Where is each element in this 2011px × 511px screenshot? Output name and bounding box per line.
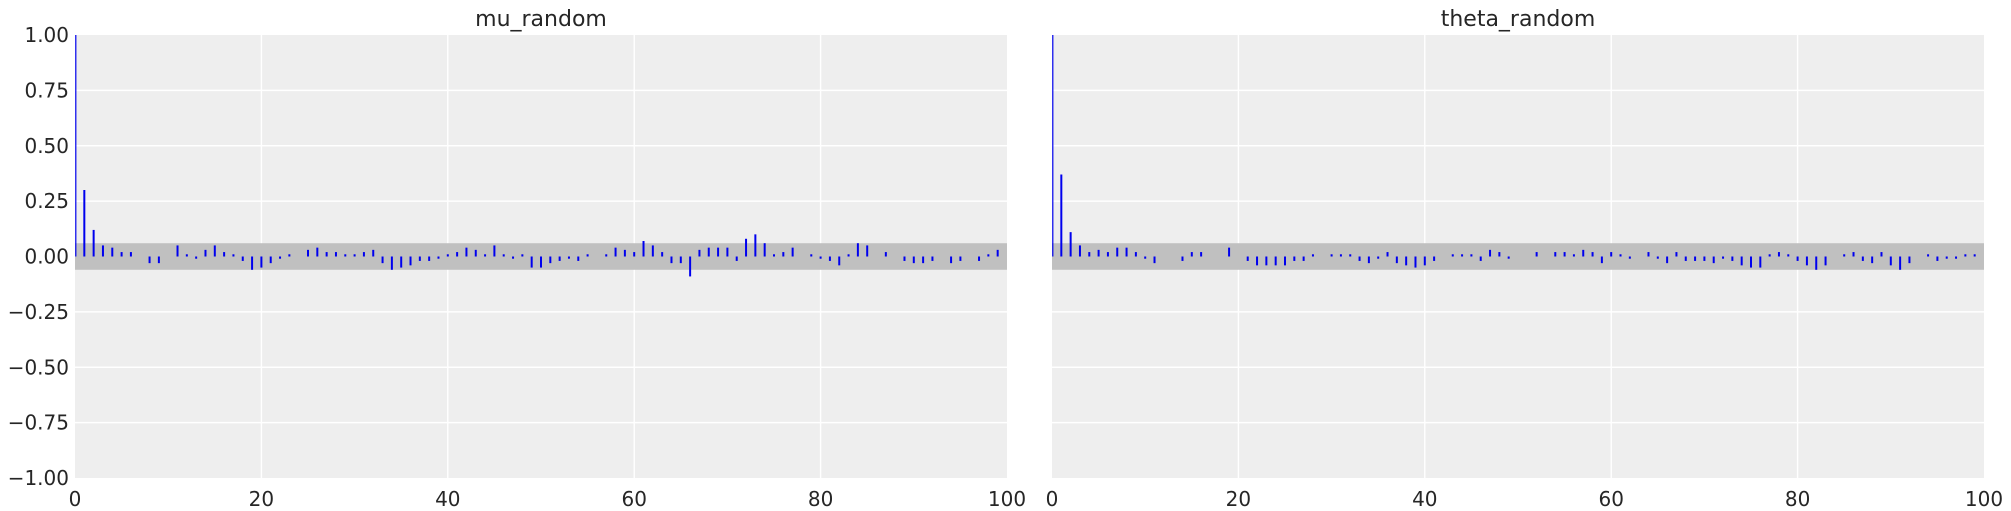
x-tick-labels: 0 20 40 60 80 100 [1046,487,2003,511]
panel-title: theta_random [1441,7,1596,32]
y-tick-label: 0.75 [24,78,69,102]
y-tick-label: −0.50 [8,355,69,379]
x-tick-label: 0 [1046,487,1059,511]
x-tick-label: 20 [249,487,274,511]
x-tick-label: 80 [1785,487,1810,511]
x-tick-label: 60 [1598,487,1623,511]
confidence-band [1052,243,1984,270]
y-tick-labels: −1.00 −0.75 −0.50 −0.25 0.00 0.25 0.50 0.75 1.00 [8,23,69,490]
panel-title: mu_random [475,7,607,32]
acf-bars [1052,35,1976,270]
x-tick-label: 40 [1412,487,1437,511]
mu-random-panel: mu_random −1.00 −0.75 −0.50 −0.25 0.00 0.25 0.… [8,7,1026,511]
x-tick-label: 0 [69,487,82,511]
y-tick-label: −1.00 [8,466,69,490]
y-tick-label: 0.25 [24,189,69,213]
acf-bars [75,35,999,277]
x-tick-label: 60 [621,487,646,511]
y-tick-label: 0.00 [24,245,69,269]
x-tick-label: 80 [808,487,833,511]
x-tick-label: 100 [988,487,1026,511]
y-tick-label: −0.75 [8,411,69,435]
x-tick-labels: 0 20 40 60 80 100 [69,487,1026,511]
y-tick-label: −0.25 [8,300,69,324]
theta-random-panel: theta_random 0 20 40 60 80 100 [1046,7,2003,511]
y-tick-label: 0.50 [24,134,69,158]
y-tick-label: 1.00 [24,23,69,47]
x-tick-label: 20 [1226,487,1251,511]
x-tick-label: 100 [1965,487,2003,511]
x-tick-label: 40 [435,487,460,511]
